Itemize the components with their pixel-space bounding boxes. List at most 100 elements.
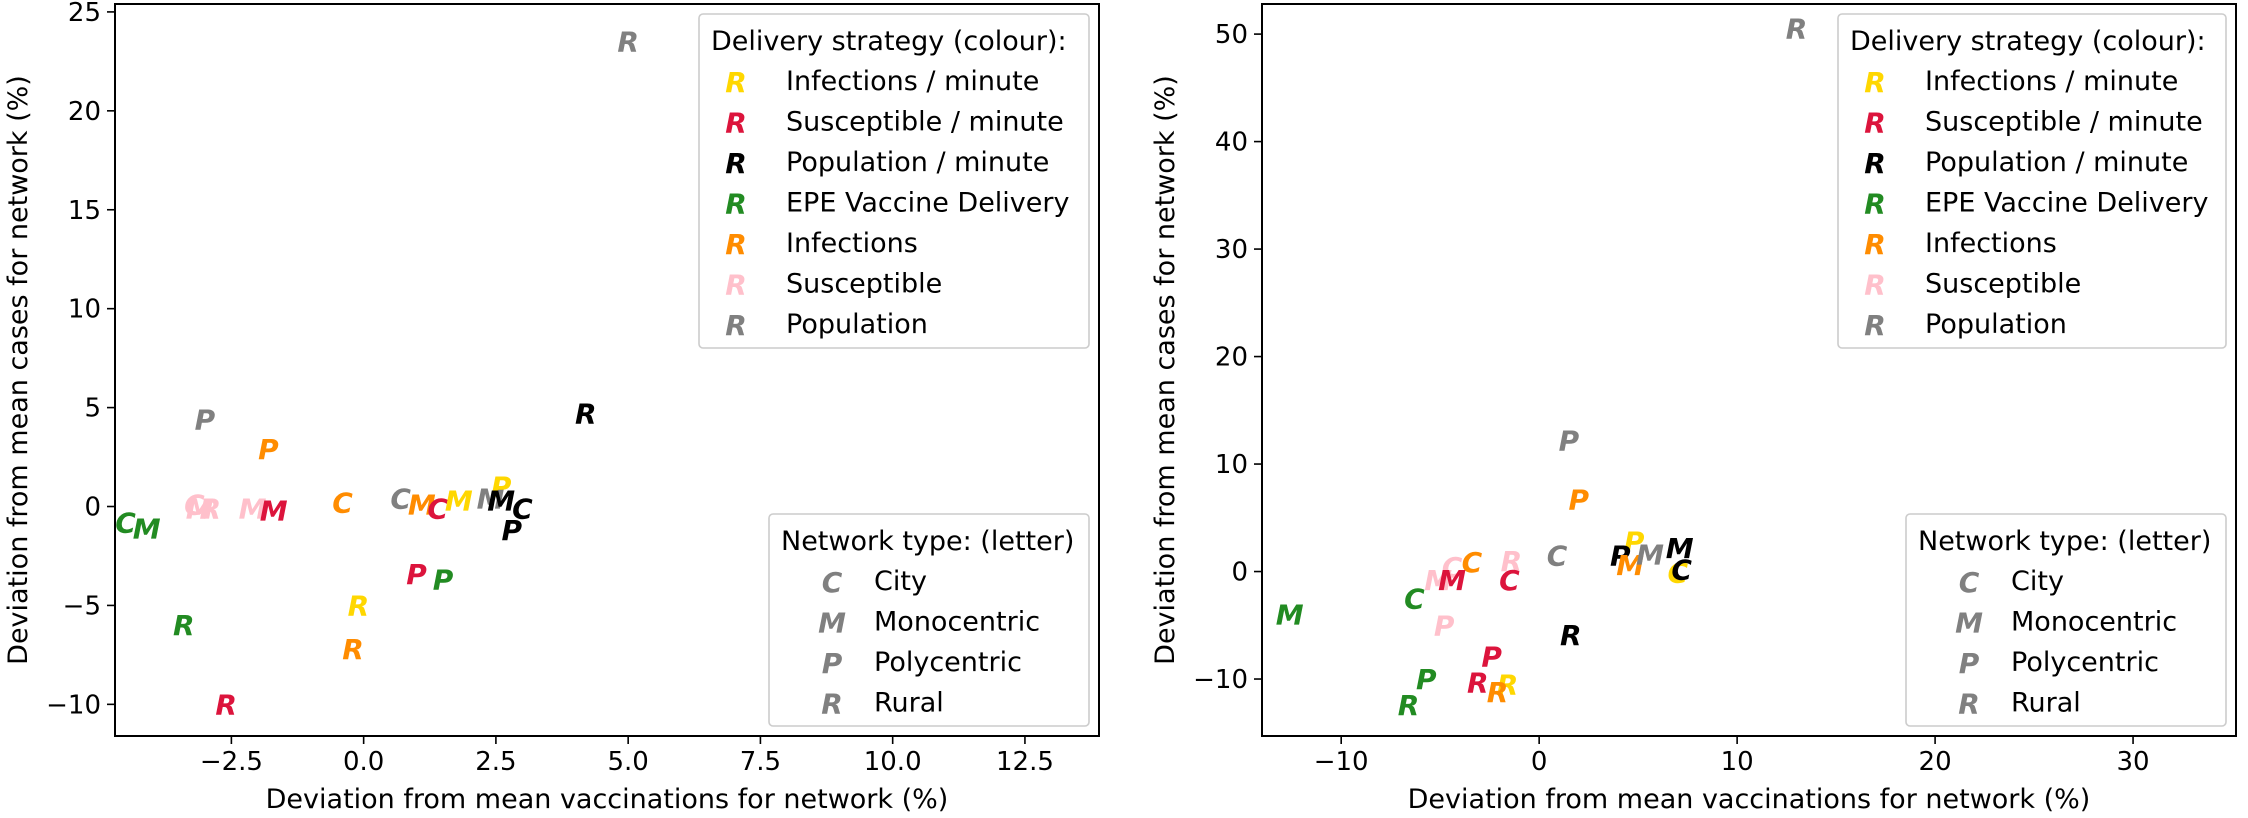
data-point: C — [1499, 564, 1520, 597]
x-axis-label: Deviation from mean vaccinations for net… — [1408, 784, 2091, 815]
legend-item-label: Susceptible / minute — [786, 107, 1064, 138]
data-point: R — [1501, 545, 1523, 578]
data-point: P — [1416, 663, 1437, 696]
legend-item-label: Rural — [2011, 688, 2081, 719]
legend-item-label: EPE Vaccine Delivery — [1925, 188, 2208, 219]
data-point: P — [1568, 484, 1589, 517]
legend-marker: R — [1864, 147, 1886, 180]
legend-item-label: Infections — [786, 228, 918, 259]
legend-marker: R — [1864, 188, 1886, 221]
data-point: P — [1434, 609, 1455, 642]
legend-item-label: Population — [786, 309, 928, 340]
legend-marker: R — [725, 147, 747, 180]
y-tick-label: 20 — [68, 97, 101, 127]
legend-title: Network type: (letter) — [781, 526, 1074, 557]
legend-marker: R — [725, 309, 747, 342]
legend-item-label: Infections / minute — [786, 66, 1039, 97]
legend-item-label: Population / minute — [1925, 147, 2188, 178]
x-tick-label: 10 — [1721, 747, 1754, 777]
legend-box — [698, 13, 1090, 349]
data-point: R — [1497, 668, 1519, 701]
data-point: C — [1462, 546, 1483, 579]
legend-marker: C — [822, 566, 843, 599]
legend-box — [1905, 513, 2227, 727]
data-point: P — [1624, 525, 1645, 558]
chart-1: −2.5 0.0 2.5 5.0 7.5 10.0 12.5 −10 −5 0 5 10 15 20 25 D… — [3, 0, 1100, 815]
data-point: R — [1467, 666, 1489, 699]
y-tick-label: 5 — [84, 394, 101, 424]
data-point: C — [184, 489, 205, 522]
data-point: M — [445, 485, 473, 518]
x-tick-label: 30 — [2117, 747, 2150, 777]
data-point: M — [1616, 549, 1644, 582]
data-point: M — [1636, 538, 1664, 571]
legend-marker: P — [1959, 647, 1980, 680]
x-tick-label: 12.5 — [996, 747, 1054, 777]
data-point: R — [1398, 689, 1420, 722]
data-point: R — [215, 688, 237, 721]
legend-item-label: City — [2011, 566, 2064, 597]
data-point: C — [1442, 551, 1463, 584]
data-point: P — [1610, 539, 1631, 572]
data-point: R — [348, 589, 370, 622]
legend-box — [768, 513, 1090, 727]
data-point: M — [186, 492, 214, 525]
data-point: C — [332, 487, 353, 520]
legend-item-label: Infections / minute — [1925, 66, 2178, 97]
legend-item-label: City — [874, 566, 927, 597]
y-tick-label: 50 — [1215, 20, 1248, 50]
y-tick-label: −10 — [1193, 665, 1248, 695]
data-point: C — [1667, 557, 1688, 590]
legend-item-label: Rural — [874, 688, 944, 719]
data-point: M — [408, 489, 436, 522]
data-point: R — [199, 492, 221, 525]
legend-item-label: Susceptible — [786, 269, 942, 300]
legend-marker: R — [1864, 309, 1886, 342]
legend-marker: R — [1864, 66, 1886, 99]
data-point: R — [1786, 13, 1808, 46]
plot-frame — [1261, 3, 2237, 737]
x-tick-label: 5.0 — [607, 747, 648, 777]
data-point: M — [260, 494, 288, 527]
legend-delivery-strategy: Delivery strategy (colour): R Infections /… — [698, 13, 1090, 349]
legend-delivery-strategy: Delivery strategy (colour): R Infections /… — [1837, 13, 2227, 349]
chart-2: −10 0 10 20 30 −10 0 10 20 30 40 50 Deviation from m… — [1150, 3, 2237, 815]
y-axis-label: Deviation from mean cases for network (%… — [1150, 75, 1181, 665]
data-point: M — [239, 492, 267, 525]
legend-marker: R — [725, 107, 747, 140]
legend-item-label: Monocentric — [2011, 607, 2177, 638]
legend-marker: R — [725, 269, 747, 302]
x-axis-label: Deviation from mean vaccinations for net… — [266, 784, 949, 815]
x-tick-label: 0.0 — [343, 747, 384, 777]
y-tick-label: 10 — [68, 295, 101, 325]
legend-marker: P — [822, 647, 843, 680]
data-point: C — [427, 492, 448, 525]
legend-title: Delivery strategy (colour): — [711, 26, 1067, 57]
legend-marker: R — [1958, 688, 1980, 721]
data-point: R — [342, 633, 364, 666]
legend-marker: R — [725, 228, 747, 261]
data-point: R — [617, 26, 639, 59]
data-point: M — [1276, 599, 1304, 632]
data-point: P — [433, 564, 454, 597]
y-tick-label: −10 — [46, 690, 101, 720]
data-point: M — [1438, 564, 1466, 597]
data-point: M — [487, 485, 515, 518]
x-tick-label: 0 — [1531, 747, 1548, 777]
data-point: R — [173, 609, 195, 642]
legend-title: Delivery strategy (colour): — [1850, 26, 2206, 57]
legend-item-label: Infections — [1925, 228, 2057, 259]
data-point: C — [1404, 582, 1425, 615]
x-tick-label: 20 — [1919, 747, 1952, 777]
legend-marker: R — [725, 66, 747, 99]
legend-item-label: Population — [1925, 309, 2067, 340]
data-point: C — [1671, 553, 1692, 586]
legend-box — [1837, 13, 2227, 349]
data-point: R — [1560, 619, 1582, 652]
legend-marker: M — [1955, 607, 1983, 640]
legend-marker: R — [1864, 107, 1886, 140]
data-point: M — [1424, 564, 1452, 597]
legend-item-label: Susceptible — [1925, 269, 2081, 300]
legend-item-label: EPE Vaccine Delivery — [786, 188, 1069, 219]
data-point: M — [133, 512, 161, 545]
